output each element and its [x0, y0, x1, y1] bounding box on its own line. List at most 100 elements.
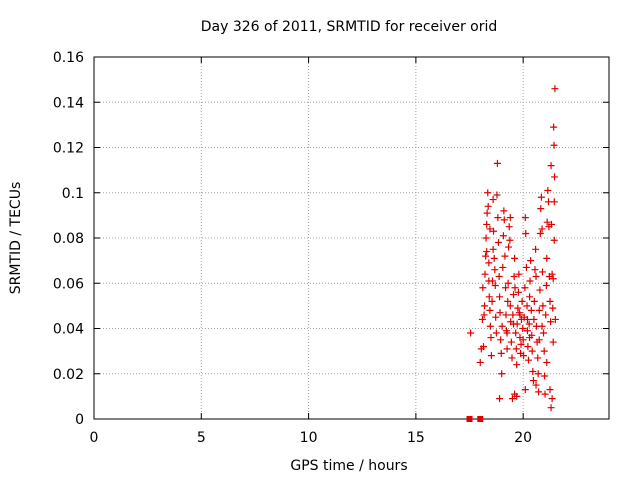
data-point — [516, 311, 524, 319]
data-point — [523, 327, 531, 335]
data-point — [532, 272, 540, 280]
data-point — [485, 259, 493, 267]
data-point — [544, 186, 552, 194]
data-point — [512, 329, 520, 337]
data-point — [485, 277, 493, 285]
data-point — [537, 193, 545, 201]
data-point — [493, 159, 501, 167]
data-point — [499, 263, 507, 271]
y-tick-label: 0.06 — [53, 276, 84, 292]
data-point-square — [477, 416, 484, 422]
data-point — [500, 207, 508, 215]
data-point — [532, 245, 540, 253]
y-tick-label: 0.08 — [53, 231, 84, 247]
data-point — [504, 297, 512, 305]
data-point — [505, 243, 513, 251]
data-point — [543, 218, 551, 226]
data-point — [503, 329, 511, 337]
x-tick-label: 10 — [300, 430, 318, 446]
data-point — [504, 279, 512, 287]
x-tick-label: 20 — [514, 430, 532, 446]
data-point — [467, 329, 475, 337]
data-point — [495, 272, 503, 280]
data-point — [482, 252, 490, 260]
data-point — [546, 386, 554, 394]
data-point — [500, 216, 508, 224]
data-point — [508, 395, 516, 403]
data-point — [521, 284, 529, 292]
data-point — [530, 297, 538, 305]
data-point — [502, 284, 510, 292]
y-tick-label: 0 — [75, 412, 84, 428]
data-point — [498, 370, 506, 378]
data-point — [493, 191, 501, 199]
y-axis-label: SRMTID / TECUs — [8, 182, 24, 295]
data-point — [542, 282, 550, 290]
data-point — [485, 293, 493, 301]
data-point — [542, 311, 550, 319]
data-point — [519, 325, 527, 332]
data-point — [523, 315, 531, 323]
data-point — [540, 347, 548, 355]
data-point — [540, 329, 548, 337]
data-points — [466, 85, 559, 422]
data-point — [480, 311, 488, 319]
data-point — [536, 286, 544, 294]
data-point — [551, 85, 559, 93]
x-tick-label: 0 — [90, 430, 99, 446]
data-point — [511, 284, 519, 292]
data-point — [549, 338, 557, 346]
data-point — [550, 141, 558, 149]
data-point — [522, 263, 530, 271]
data-point — [526, 293, 534, 301]
data-point — [529, 367, 537, 375]
data-point — [517, 340, 525, 348]
data-point — [505, 223, 513, 231]
data-point — [537, 205, 545, 213]
data-point — [514, 304, 522, 312]
data-point — [524, 343, 532, 351]
data-point — [549, 304, 557, 312]
data-point — [503, 345, 511, 353]
data-point — [523, 302, 531, 310]
y-tick-label: 0.02 — [53, 367, 84, 383]
data-point — [526, 334, 534, 342]
data-point — [519, 336, 527, 344]
data-point — [549, 275, 557, 283]
data-point — [534, 370, 542, 378]
data-point — [508, 354, 516, 362]
data-point — [489, 196, 497, 204]
data-point — [490, 227, 498, 235]
data-point — [543, 358, 551, 366]
data-point — [515, 270, 523, 278]
data-point — [486, 322, 494, 330]
y-axis-ticks: 0 0.02 0.04 0.06 0.08 0.1 0.12 0.14 0.16 — [53, 50, 609, 428]
data-point — [498, 322, 506, 330]
data-point — [483, 248, 491, 256]
data-point — [535, 336, 543, 344]
data-point — [483, 209, 491, 217]
data-point — [546, 297, 554, 305]
data-point — [548, 270, 556, 278]
data-point — [506, 214, 514, 222]
data-point — [507, 338, 515, 346]
x-axis-label: GPS time / hours — [290, 458, 407, 474]
data-point — [522, 229, 530, 237]
data-point — [547, 404, 555, 412]
data-point — [527, 306, 535, 314]
data-point — [543, 254, 551, 262]
data-point — [476, 358, 484, 366]
data-point — [509, 311, 517, 319]
data-point — [491, 282, 499, 290]
data-point — [488, 297, 496, 305]
data-point — [501, 252, 509, 260]
data-point — [541, 390, 549, 398]
data-point — [502, 311, 510, 319]
data-point — [484, 189, 492, 197]
y-tick-label: 0.16 — [53, 50, 84, 66]
data-point — [496, 309, 504, 317]
y-tick-label: 0.1 — [62, 186, 84, 202]
data-point — [484, 202, 492, 210]
